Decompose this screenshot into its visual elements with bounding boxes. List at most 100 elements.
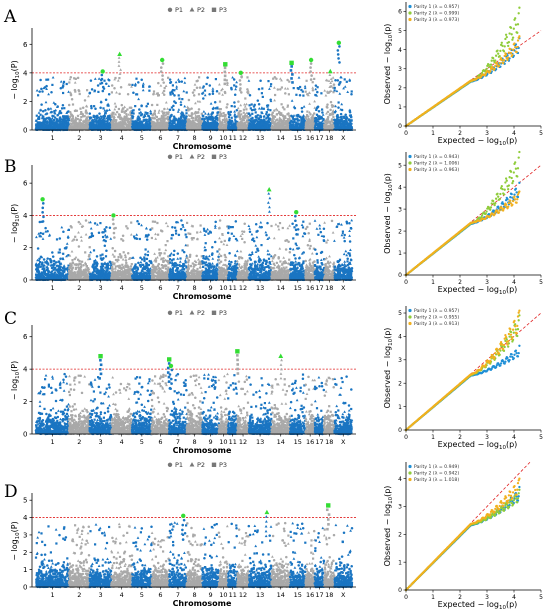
qq-y-axis-title-D: Observed − log10(p) [383,486,394,567]
qq-x-tick-C-4: 4 [512,434,516,441]
y-tick-label-D-1: 1 [23,566,27,574]
qq-x-tick-B-2: 2 [458,279,462,286]
legend-entry-C-P1: P1 [175,309,183,317]
panel-letter-B: B [4,157,17,177]
qq-x-tick-C-0: 0 [404,434,408,441]
qq-y-tick-A-2: 2 [398,85,402,92]
chromosome-label-A-13: 13 [256,134,264,142]
y-tick-label-A-1: 2 [23,98,27,106]
hit-point-A-5 [238,70,243,76]
qq-legend-entry-D-2: Parity 2 (λ = 0.942) [414,471,459,477]
chromosome-label-A-8: 8 [192,134,196,142]
qq-y-tick-B-4: 4 [398,184,402,191]
qq-y-axis-title-C: Observed − log10(p) [383,328,394,409]
qq-y-tick-C-1: 1 [398,404,402,411]
legend-entry-B-P1: P1 [175,153,183,161]
chromosome-label-B-6: 6 [158,284,162,292]
qq-legend-B: Parity 1 (λ = 0.943)Parity 2 (λ = 1.006)… [408,154,459,173]
chromosome-label-B-18: 18 [325,284,333,292]
chromosome-label-B-15: 15 [294,284,302,292]
chromosome-label-B-10: 10 [219,284,227,292]
qq-x-tick-A-2: 2 [458,130,462,137]
y-tick-label-B-2: 4 [23,212,28,220]
qq-y-tick-D-4: 4 [398,476,402,483]
chromosome-label-A-14: 14 [277,134,285,142]
legend-entry-D-P1: P1 [175,461,183,469]
hit-point-A-4 [223,62,228,67]
legend-entry-C-P3: P3 [219,309,227,317]
hit-point-A-3 [159,57,165,63]
chromosome-label-D-12: 12 [239,591,247,599]
x-axis-title-A: Chromosome [173,142,232,151]
chromosome-label-C-2: 2 [77,438,81,446]
hit-point-A-7 [308,57,314,63]
chromosome-label-C-7: 7 [176,438,180,446]
chromosome-label-B-8: 8 [192,284,196,292]
qq-y-tick-A-4: 4 [398,47,402,54]
y-tick-label-D-4: 4 [23,514,28,522]
legend-entry-B-P3: P3 [219,153,227,161]
qq-series-C-3 [404,309,521,432]
qq-legend-entry-B-2: Parity 2 (λ = 1.006) [414,161,459,167]
hit-point-C-5 [278,353,284,358]
qq-y-tick-A-5: 5 [398,28,402,35]
chromosome-label-B-13: 13 [256,284,264,292]
x-axis-title-D: Chromosome [173,599,232,608]
qq-series-D-3 [404,477,521,592]
chromosome-label-A-18: 18 [325,134,333,142]
chromosome-label-D-8: 8 [192,591,196,599]
y-tick-label-B-3: 6 [23,180,28,188]
qq-series-D-1 [404,485,521,592]
y-tick-label-D-5: 5 [23,497,27,505]
qq-x-tick-A-4: 4 [512,130,516,137]
chromosome-label-D-14: 14 [277,591,285,599]
qq-x-tick-D-3: 3 [485,594,489,601]
qq-y-axis-title-A: Observed − log10(p) [383,24,394,105]
chromosome-label-B-17: 17 [315,284,323,292]
chromosome-label-D-7: 7 [176,591,180,599]
panel-letter-D: D [4,482,18,502]
legend-entry-A-P2: P2 [197,6,205,14]
chromosome-label-A-17: 17 [315,134,323,142]
chromosome-label-A-4: 4 [120,134,124,142]
manhattan-background-points-B [34,218,354,282]
chromosome-label-B-11: 11 [229,284,237,292]
qq-legend-entry-A-2: Parity 2 (λ = 0.999) [414,11,459,17]
y-axis-title-C: − log10(P) [10,361,21,401]
chromosome-label-D-13: 13 [256,591,264,599]
chromosome-label-B-14: 14 [277,284,285,292]
legend-entry-C-P2: P2 [197,309,205,317]
chromosome-label-D-3: 3 [98,591,102,599]
y-tick-label-C-3: 6 [23,333,28,341]
chromosome-label-A-2: 2 [77,134,81,142]
chromosome-label-C-9: 9 [208,438,212,446]
qq-x-tick-B-3: 3 [485,279,489,286]
qq-y-tick-B-1: 1 [398,250,402,257]
chromosome-label-A-9: 9 [208,134,212,142]
hit-point-D-3 [326,503,331,508]
manhattan-background-points-A [34,75,354,132]
chromosome-label-D-16: 16 [306,591,314,599]
qq-y-tick-D-1: 1 [398,559,402,566]
qq-y-tick-C-5: 5 [398,310,402,317]
chromosome-label-A-3: 3 [98,134,102,142]
chromosome-label-D-1: 1 [50,591,54,599]
chromosome-label-D-5: 5 [140,591,144,599]
chromosome-label-B-X: X [341,284,346,292]
chromosome-label-B-1: 1 [50,284,54,292]
chromosome-label-D-10: 10 [219,591,227,599]
chromosome-label-C-X: X [341,438,346,446]
qq-y-tick-A-3: 3 [398,66,402,73]
panel-letter-A: A [3,7,17,27]
qq-series-A-3 [404,35,521,128]
qq-x-tick-B-5: 5 [539,279,543,286]
qq-x-tick-B-1: 1 [431,279,435,286]
chromosome-label-C-6: 6 [158,438,162,446]
y-axis-title-A: − log10(P) [10,60,21,100]
qq-y-tick-B-2: 2 [398,228,402,235]
qq-legend-A: Parity 1 (λ = 0.957)Parity 2 (λ = 0.999)… [408,4,459,23]
